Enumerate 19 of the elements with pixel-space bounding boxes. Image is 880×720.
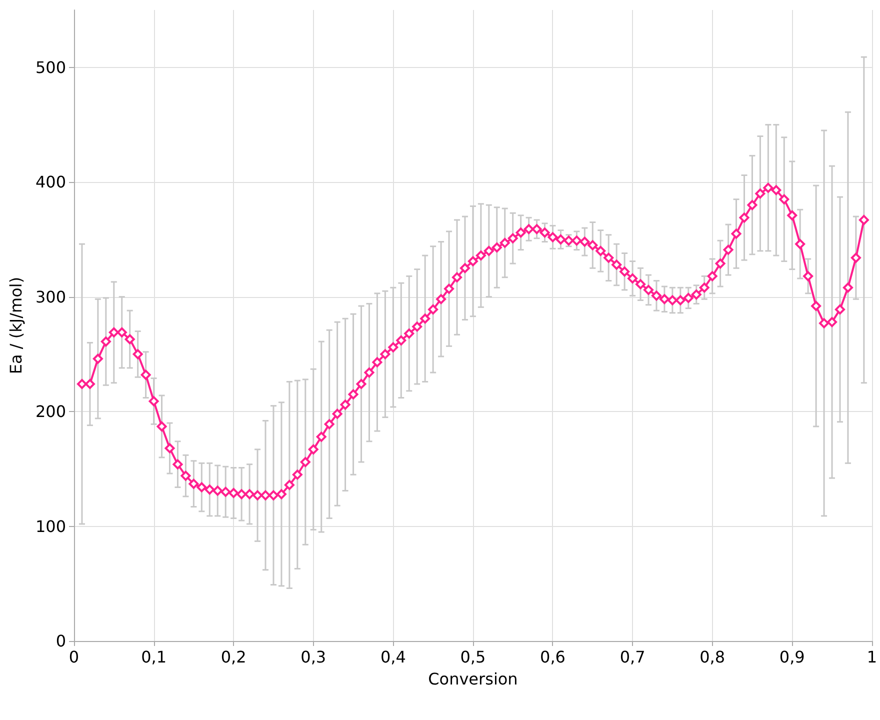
y-tick-label: 400 xyxy=(35,172,66,192)
y-tick-label: 100 xyxy=(35,516,66,536)
x-tick-label: 0,4 xyxy=(380,648,406,666)
x-tick-label: 1 xyxy=(866,648,878,666)
x-tick-label: 0,2 xyxy=(220,648,246,666)
y-tick-label: 500 xyxy=(35,58,66,77)
x-tick-label: 0,9 xyxy=(779,648,805,666)
x-tick-label: 0,5 xyxy=(460,648,486,666)
y-tick-label: 200 xyxy=(35,402,66,422)
x-axis-title: Conversion xyxy=(428,670,518,688)
y-tick-label: 300 xyxy=(35,287,66,306)
x-tick-label: 0 xyxy=(68,648,80,666)
y-tick-label: 0 xyxy=(56,632,66,650)
x-tick-label: 0,6 xyxy=(540,648,566,666)
x-tick-label: 0,7 xyxy=(620,648,646,666)
x-tick-label: 0,8 xyxy=(700,648,726,666)
x-tick-label: 0,1 xyxy=(141,648,167,666)
x-tick-label: 0,3 xyxy=(300,648,326,666)
y-axis-title: Ea / (kJ/mol) xyxy=(6,276,26,374)
